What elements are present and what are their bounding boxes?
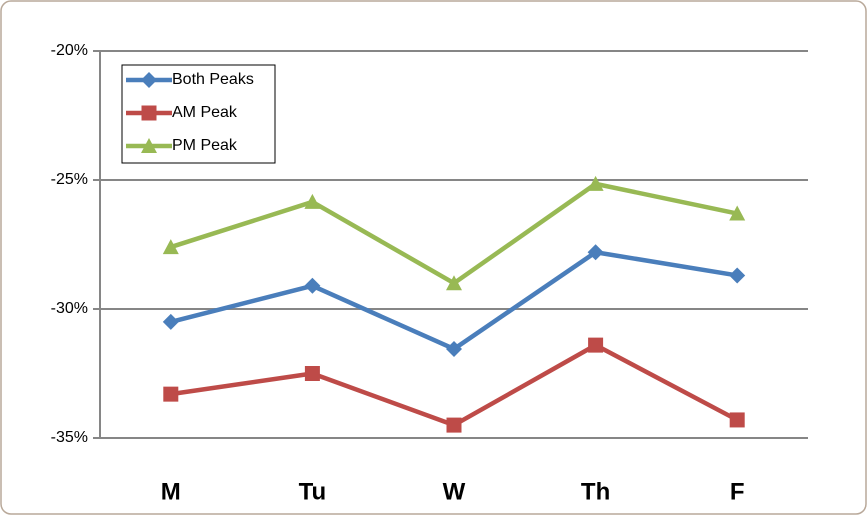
y-tick-label: -35% xyxy=(51,429,88,446)
data-point xyxy=(729,205,746,221)
x-tick-label: Tu xyxy=(299,478,327,505)
data-point xyxy=(304,277,321,294)
data-point xyxy=(588,337,604,353)
data-point xyxy=(163,386,179,402)
legend-label: AM Peak xyxy=(172,104,238,121)
data-point xyxy=(162,239,179,255)
data-point xyxy=(162,313,179,330)
data-point xyxy=(304,193,321,209)
y-tick-label: -30% xyxy=(51,300,88,317)
legend-label: PM Peak xyxy=(172,137,238,154)
data-point xyxy=(446,275,462,291)
y-tick-label: -20% xyxy=(51,42,88,59)
data-point xyxy=(729,267,746,284)
data-point xyxy=(587,244,604,261)
legend-label: Both Peaks xyxy=(172,71,254,88)
legend-marker xyxy=(141,105,157,121)
data-point xyxy=(304,366,320,381)
x-tick-label: Th xyxy=(581,478,610,505)
x-tick-label: W xyxy=(443,478,466,505)
data-point xyxy=(446,340,462,357)
x-tick-label: F xyxy=(730,478,745,505)
data-point xyxy=(446,417,462,433)
data-point xyxy=(729,412,745,428)
data-point xyxy=(587,175,604,191)
legend-marker xyxy=(141,138,157,153)
y-tick-label: -25% xyxy=(51,171,88,188)
legend-marker xyxy=(141,72,157,88)
x-tick-label: M xyxy=(161,478,181,505)
